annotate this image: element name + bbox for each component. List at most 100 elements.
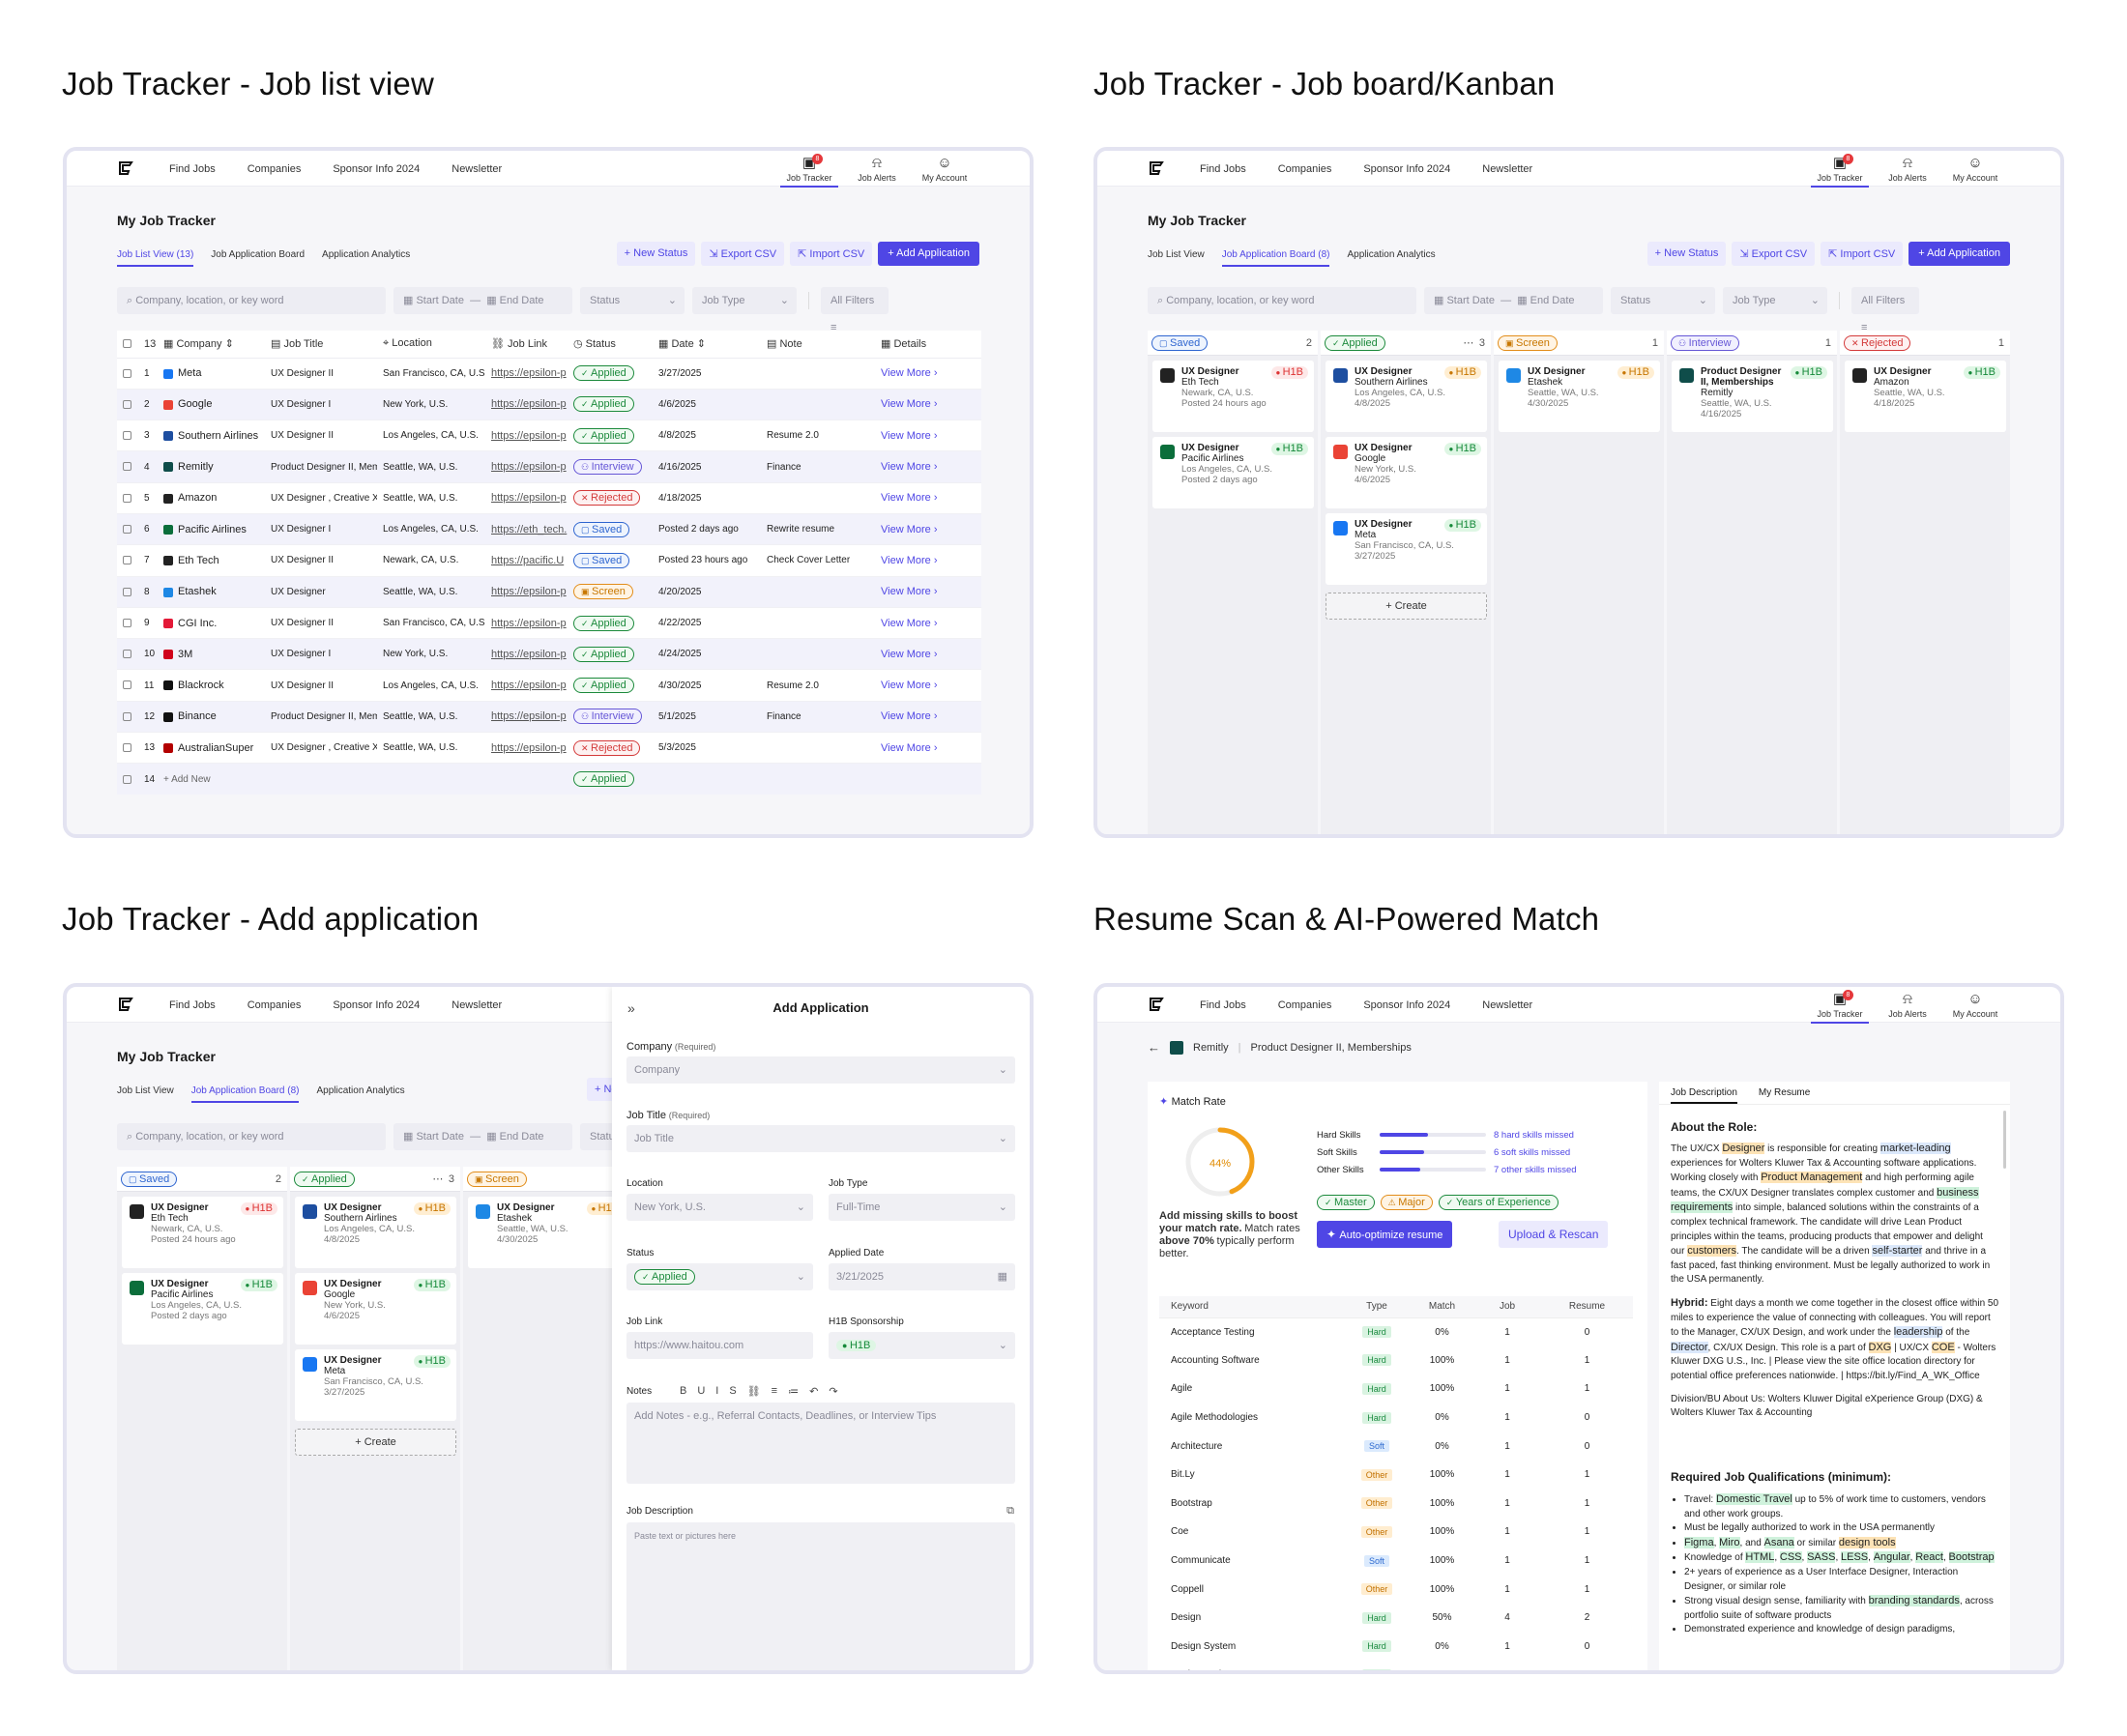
tab-job-board[interactable]: Job Application Board [211,249,306,260]
table-row[interactable]: 5 Amazon UX Designer , Creative X Seattle, … [117,481,981,514]
job-title-select[interactable]: Job Title ⌄ [626,1125,1015,1152]
breadcrumb-company[interactable]: Remitly [1193,1041,1229,1054]
select-all-checkbox[interactable] [123,339,131,349]
note-cell[interactable]: Finance [761,700,875,733]
row-checkbox[interactable] [123,680,131,690]
row-checkbox[interactable] [123,711,131,721]
view-more-link[interactable]: View More › [875,732,981,764]
back-arrow-icon[interactable]: ← [1148,1040,1160,1055]
column-status-pill[interactable]: ▢ Saved [121,1171,178,1187]
column-status-pill[interactable]: ▢ Saved [1151,334,1209,351]
import-csv-button[interactable]: ⇱ Import CSV [790,242,873,266]
status-cell[interactable]: ▣ Screen [568,575,653,608]
job-type-filter[interactable]: Job Type ⌄ [1723,287,1827,314]
nav-my-account[interactable]: ☺My Account [1946,156,2004,184]
underline-icon[interactable]: U [697,1385,706,1397]
logo-icon[interactable] [117,159,134,177]
note-cell[interactable]: Finance [761,450,875,483]
row-checkbox[interactable] [123,493,131,503]
create-card-button[interactable]: + Create [1326,593,1487,620]
table-row[interactable]: 9 CGI Inc. UX Designer II San Francisco, CA… [117,606,981,639]
skill-missed-link[interactable]: 6 soft skills missed [1494,1146,1571,1158]
job-card[interactable]: UX Designer Google New York, U.S. 4/6/2025 ●… [295,1273,456,1345]
column-status-pill[interactable]: ▣ Screen [1498,334,1558,351]
job-link-cell[interactable]: https://epsilon-p [485,606,568,639]
keyword-row[interactable]: Accounting Software Hard 100% 1 1 [1159,1346,1633,1375]
note-cell[interactable] [761,732,875,764]
job-link-cell[interactable]: https://pacific.U [485,544,568,577]
job-link-cell[interactable]: https://epsilon-p [485,669,568,702]
more-icon[interactable]: ⋯ [432,1173,444,1185]
bold-icon[interactable]: B [680,1385,687,1397]
status-select[interactable]: ✓ Applied ⌄ [626,1263,813,1290]
col-company[interactable]: ▦ Company ⇕ [158,331,265,359]
table-row[interactable]: 8 Etashek UX Designer Seattle, WA, U.S. http… [117,575,981,608]
add-new-button[interactable]: + Add New [158,763,265,796]
job-link-cell[interactable]: https://epsilon-p [485,575,568,608]
date-range[interactable]: ▦ Start Date — ▦ End Date [393,1123,572,1150]
view-more-link[interactable]: View More › [875,606,981,639]
export-csv-button[interactable]: ⇲ Export CSV [701,242,785,266]
view-more-link[interactable]: View More › [875,512,981,545]
keyword-row[interactable]: Agile Hard 100% 1 1 [1159,1374,1633,1403]
nav-link-3[interactable]: Newsletter [1482,163,1533,175]
new-status-button[interactable]: + New Status [616,242,696,266]
status-filter[interactable]: Status ⌄ [1611,287,1715,314]
status-cell[interactable]: ▢ Saved [568,544,653,577]
job-card[interactable]: UX Designer Eth Tech Newark, CA, U.S. Poste… [1152,361,1314,432]
status-cell[interactable]: ✓ Applied [568,388,653,420]
row-checkbox[interactable] [123,774,131,784]
nav-link-2[interactable]: Sponsor Info 2024 [333,999,421,1011]
col-status[interactable]: ◷ Status [568,331,653,359]
job-type-filter[interactable]: Job Type ⌄ [692,287,797,314]
note-cell[interactable]: Rewrite resume [761,512,875,545]
view-more-link[interactable]: View More › [875,700,981,733]
link-icon[interactable]: ⛓ [746,1386,761,1398]
tab-analytics[interactable]: Application Analytics [1347,249,1436,260]
note-cell[interactable]: Check Cover Letter [761,544,875,577]
logo-icon[interactable] [117,996,134,1013]
column-status-pill[interactable]: ✓ Applied [294,1171,355,1187]
nav-my-account[interactable]: ☺My Account [1946,992,2004,1020]
tab-job-board[interactable]: Job Application Board (8) [1221,249,1330,267]
job-card[interactable]: UX Designer Southern Airlines Los Angeles,… [295,1197,456,1268]
view-more-link[interactable]: View More › [875,481,981,514]
status-cell[interactable]: ⚇ Interview [568,700,653,733]
keyword-row[interactable]: Design Tools Hard 0%10 [1159,1661,1633,1670]
nav-link-1[interactable]: Companies [1277,163,1332,175]
status-cell[interactable]: ✓ Applied [568,669,653,702]
skill-missed-link[interactable]: 7 other skills missed [1494,1164,1577,1175]
logo-icon[interactable] [1148,996,1165,1013]
italic-icon[interactable]: I [715,1385,719,1397]
nav-job-alerts[interactable]: ⍾Job Alerts [1879,992,1937,1020]
tab-job-board[interactable]: Job Application Board (8) [190,1085,300,1103]
nav-link-1[interactable]: Companies [1277,999,1332,1011]
status-cell[interactable]: ▢ Saved [568,512,653,545]
ordered-list-icon[interactable]: ≡ [771,1385,778,1397]
table-row[interactable]: 6 Pacific Airlines UX Designer I Los Angele… [117,512,981,545]
nav-link-2[interactable]: Sponsor Info 2024 [1363,163,1451,175]
note-cell[interactable]: Resume 2.0 [761,669,875,702]
logo-icon[interactable] [1148,159,1165,177]
note-cell[interactable] [761,388,875,420]
add-new-row[interactable]: 14 + Add New ✓ Applied [117,763,981,796]
col-job-link[interactable]: ⛓ Job Link [485,331,568,359]
row-checkbox[interactable] [123,399,131,409]
table-row[interactable]: 7 Eth Tech UX Designer II Newark, CA, U.S. h… [117,544,981,577]
job-link-input[interactable]: https://www.haitou.com [626,1332,813,1359]
create-card-button[interactable]: + Create [295,1429,456,1456]
row-checkbox[interactable] [123,524,131,534]
job-card[interactable]: UX Designer Amazon Seattle, WA, U.S. 4/18/2… [1845,361,2006,432]
status-cell[interactable]: ✕ Rejected [568,732,653,764]
date-range[interactable]: ▦ Start Date — ▦ End Date [1424,287,1603,314]
table-row[interactable]: 12 Binance Product Designer II, Mem Seattle… [117,700,981,733]
status-cell[interactable]: ✓ Applied [568,420,653,451]
view-more-link[interactable]: View More › [875,388,981,420]
job-card[interactable]: UX Designer Pacific Airlines Los Angeles, … [1152,437,1314,508]
scrollbar[interactable] [2003,1111,2006,1169]
nav-link-1[interactable]: Companies [247,999,302,1011]
nav-link-0[interactable]: Find Jobs [169,999,216,1011]
job-card[interactable]: UX Designer Meta San Francisco, CA, U.S. 3/… [295,1349,456,1421]
